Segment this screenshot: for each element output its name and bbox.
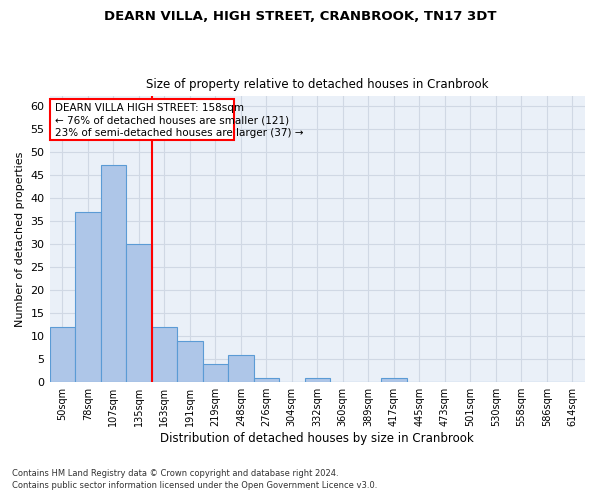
Bar bbox=[50, 327, 75, 382]
Bar bbox=[126, 244, 152, 382]
Bar bbox=[75, 212, 101, 382]
Text: ← 76% of detached houses are smaller (121): ← 76% of detached houses are smaller (12… bbox=[55, 115, 289, 125]
Bar bbox=[305, 378, 330, 382]
FancyBboxPatch shape bbox=[50, 98, 233, 140]
Bar bbox=[254, 378, 279, 382]
Text: DEARN VILLA, HIGH STREET, CRANBROOK, TN17 3DT: DEARN VILLA, HIGH STREET, CRANBROOK, TN1… bbox=[104, 10, 496, 23]
Bar bbox=[152, 327, 177, 382]
Bar bbox=[177, 340, 203, 382]
Bar bbox=[101, 166, 126, 382]
Title: Size of property relative to detached houses in Cranbrook: Size of property relative to detached ho… bbox=[146, 78, 488, 91]
X-axis label: Distribution of detached houses by size in Cranbrook: Distribution of detached houses by size … bbox=[160, 432, 474, 445]
Text: DEARN VILLA HIGH STREET: 158sqm: DEARN VILLA HIGH STREET: 158sqm bbox=[55, 103, 244, 113]
Y-axis label: Number of detached properties: Number of detached properties bbox=[15, 152, 25, 327]
Text: Contains HM Land Registry data © Crown copyright and database right 2024.
Contai: Contains HM Land Registry data © Crown c… bbox=[12, 468, 377, 490]
Bar bbox=[203, 364, 228, 382]
Bar bbox=[381, 378, 407, 382]
Text: 23% of semi-detached houses are larger (37) →: 23% of semi-detached houses are larger (… bbox=[55, 128, 304, 138]
Bar bbox=[228, 354, 254, 382]
